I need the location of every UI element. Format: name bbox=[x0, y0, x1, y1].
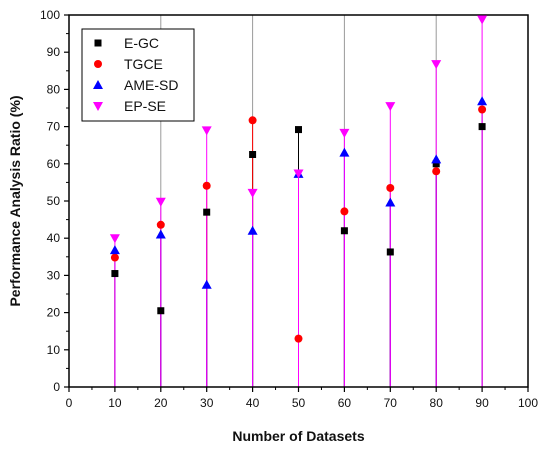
data-point-ep-se bbox=[201, 126, 212, 136]
data-point-ame-sd bbox=[431, 154, 442, 164]
x-axis-title: Number of Datasets bbox=[232, 428, 364, 444]
legend-marker-e-gc bbox=[94, 39, 102, 47]
legend-label-tgce: TGCE bbox=[124, 56, 163, 72]
data-point-tgce bbox=[156, 220, 165, 229]
data-point-ame-sd bbox=[201, 279, 212, 289]
data-point-tgce bbox=[202, 181, 211, 190]
series-tgce bbox=[110, 105, 487, 343]
x-tick-label: 70 bbox=[384, 396, 398, 410]
legend-marker-ep-se bbox=[93, 102, 103, 111]
data-point-ep-se bbox=[339, 128, 350, 138]
data-point-e-gc bbox=[478, 123, 486, 131]
legend-label-ame-sd: AME-SD bbox=[124, 77, 178, 93]
data-point-e-gc bbox=[340, 227, 348, 235]
data-point-tgce bbox=[294, 334, 303, 343]
series-ep-se bbox=[109, 15, 488, 244]
y-tick-label: 70 bbox=[47, 120, 61, 134]
data-point-tgce bbox=[478, 105, 487, 114]
data-point-e-gc bbox=[295, 126, 302, 134]
series-e-gc bbox=[111, 123, 486, 315]
x-tick-label: 50 bbox=[292, 396, 306, 410]
y-tick-label: 50 bbox=[47, 194, 61, 208]
legend-marker-tgce bbox=[94, 60, 102, 68]
legend-label-e-gc: E-GC bbox=[124, 35, 159, 51]
data-point-ep-se bbox=[293, 169, 304, 179]
drop-lines bbox=[114, 19, 483, 387]
x-tick-label: 80 bbox=[430, 396, 444, 410]
x-tick-label: 100 bbox=[518, 396, 538, 410]
y-tick-label: 60 bbox=[47, 157, 61, 171]
y-axis-title: Performance Analysis Ratio (%) bbox=[7, 95, 23, 306]
data-point-ame-sd bbox=[477, 96, 488, 106]
y-tick-label: 0 bbox=[53, 380, 60, 394]
data-point-ep-se bbox=[431, 60, 442, 70]
data-point-e-gc bbox=[111, 270, 119, 278]
data-point-e-gc bbox=[249, 151, 257, 158]
x-tick-label: 10 bbox=[108, 396, 122, 410]
legend: E-GC TGCE AME-SD EP-SE bbox=[81, 28, 195, 122]
y-tick-label: 100 bbox=[40, 8, 60, 22]
x-tick-label: 0 bbox=[66, 396, 73, 410]
y-tick-label: 40 bbox=[47, 231, 61, 245]
data-point-tgce bbox=[340, 207, 349, 216]
x-tick-label: 90 bbox=[475, 396, 489, 410]
data-point-tgce bbox=[432, 167, 441, 176]
x-tick-label: 40 bbox=[246, 396, 260, 410]
data-point-ame-sd bbox=[109, 245, 120, 255]
data-point-ame-sd bbox=[339, 147, 350, 157]
x-tick-label: 60 bbox=[338, 396, 352, 410]
data-point-ame-sd bbox=[385, 197, 396, 207]
data-point-ep-se bbox=[477, 15, 488, 25]
data-points bbox=[109, 15, 488, 343]
data-point-ep-se bbox=[247, 188, 258, 198]
x-tick-label: 30 bbox=[200, 396, 214, 410]
y-tick-label: 20 bbox=[47, 306, 61, 320]
y-tick-label: 80 bbox=[47, 82, 61, 96]
data-point-e-gc bbox=[203, 208, 211, 216]
data-point-e-gc bbox=[432, 160, 440, 168]
data-point-ep-se bbox=[155, 197, 166, 207]
y-tick-label: 90 bbox=[47, 45, 61, 59]
data-point-tgce bbox=[110, 253, 119, 262]
data-point-ep-se bbox=[109, 234, 120, 244]
data-point-ame-sd bbox=[155, 229, 166, 239]
data-point-e-gc bbox=[157, 307, 165, 315]
y-tick-label: 10 bbox=[47, 343, 61, 357]
data-point-e-gc bbox=[386, 248, 394, 256]
y-tick-label: 30 bbox=[47, 268, 61, 282]
data-point-tgce bbox=[386, 183, 395, 192]
legend-label-ep-se: EP-SE bbox=[124, 98, 166, 114]
data-point-ep-se bbox=[385, 102, 396, 112]
axis-ticks: 0 10 20 30 40 50 60 70 80 90 100 0 10 20 30 40 50 60 70 80 9… bbox=[40, 8, 538, 410]
legend-marker-ame-sd bbox=[93, 80, 103, 89]
x-tick-label: 20 bbox=[154, 396, 168, 410]
data-point-ame-sd bbox=[247, 225, 258, 235]
series-ame-sd bbox=[109, 96, 488, 289]
data-point-tgce bbox=[248, 116, 257, 125]
